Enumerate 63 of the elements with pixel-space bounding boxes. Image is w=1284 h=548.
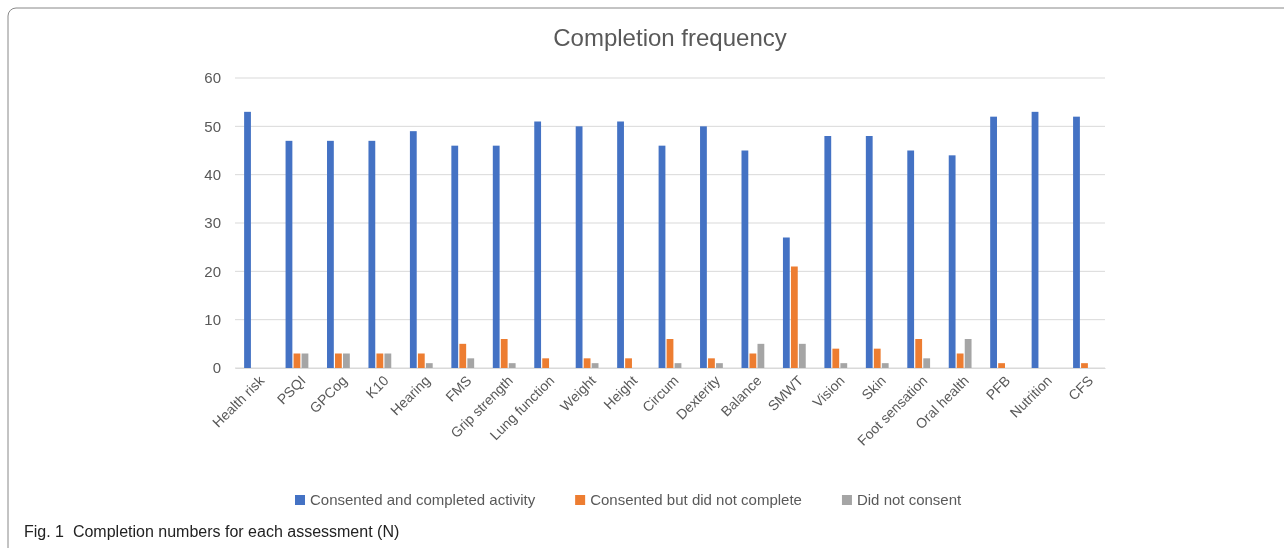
bar — [417, 353, 425, 368]
bar — [575, 126, 583, 368]
bar — [915, 339, 923, 368]
x-tick-label: CFS — [1065, 372, 1097, 404]
y-tick-label: 40 — [204, 165, 221, 183]
bar — [948, 155, 956, 368]
bar — [534, 121, 542, 368]
bar — [467, 358, 475, 368]
bar — [700, 126, 707, 368]
bar — [964, 339, 972, 368]
y-tick-label: 20 — [204, 262, 221, 280]
bar — [376, 353, 384, 368]
bar — [583, 358, 591, 368]
bar — [244, 111, 251, 368]
bar — [782, 237, 790, 368]
bar — [500, 339, 508, 368]
bar — [873, 348, 881, 368]
bar — [749, 353, 757, 368]
bar — [923, 358, 931, 368]
bar — [956, 353, 964, 368]
bar — [674, 363, 682, 368]
bar — [327, 140, 334, 368]
bar — [451, 145, 459, 368]
bar — [409, 131, 417, 368]
legend-label: Did not consent — [856, 491, 963, 508]
x-tick-label: K10 — [362, 372, 392, 402]
bar — [708, 358, 715, 368]
y-tick-label: 30 — [204, 214, 221, 232]
bar — [824, 136, 832, 368]
bar — [343, 353, 350, 368]
bar — [990, 116, 997, 368]
bar — [542, 358, 550, 368]
y-tick-label: 50 — [204, 117, 221, 135]
bar — [508, 363, 516, 368]
bar — [625, 358, 632, 368]
bar — [716, 363, 723, 368]
caption: Fig. 1 Completion numbers for each assessment (N) — [24, 523, 400, 540]
y-tick-label: 0 — [212, 359, 221, 377]
bar — [907, 150, 915, 368]
y-tick-label: 10 — [204, 310, 221, 328]
bar — [591, 363, 599, 368]
legend-label: Consented and completed activity — [310, 491, 536, 508]
bar — [335, 353, 342, 368]
bar — [617, 121, 624, 368]
bar — [384, 353, 392, 368]
bar — [459, 343, 467, 368]
bar — [425, 363, 433, 368]
chart-title: Completion frequency — [553, 24, 787, 51]
bar — [798, 343, 806, 368]
bar — [865, 136, 873, 368]
bar — [881, 363, 889, 368]
bar — [741, 150, 749, 368]
bar — [832, 348, 840, 368]
bar — [492, 145, 500, 368]
bar — [840, 363, 848, 368]
bar — [1073, 116, 1080, 368]
bar — [790, 266, 798, 368]
legend-label: Consented but did not complete — [590, 491, 802, 508]
y-tick-label: 60 — [204, 69, 221, 87]
bar — [998, 363, 1005, 368]
bar — [1081, 363, 1088, 368]
bar — [757, 343, 765, 368]
bar — [368, 140, 376, 368]
